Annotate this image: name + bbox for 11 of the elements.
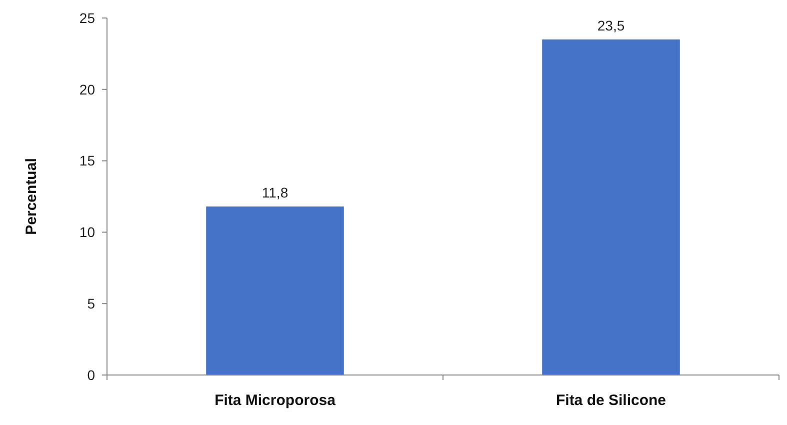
y-tick-label: 25 bbox=[79, 10, 96, 26]
y-tick-label: 20 bbox=[79, 81, 96, 98]
x-tick-label: Fita de Silicone bbox=[556, 392, 666, 409]
y-tick-label: 0 bbox=[87, 366, 96, 383]
data-label: 11,8 bbox=[262, 184, 288, 200]
y-axis-title: Percentual bbox=[23, 158, 40, 235]
y-tick-label: 5 bbox=[87, 296, 96, 312]
y-tick-label: 10 bbox=[79, 224, 96, 240]
x-tick-label: Fita Microporosa bbox=[214, 392, 336, 409]
data-label: 23,5 bbox=[597, 17, 625, 34]
y-tick-label: 15 bbox=[79, 152, 96, 169]
